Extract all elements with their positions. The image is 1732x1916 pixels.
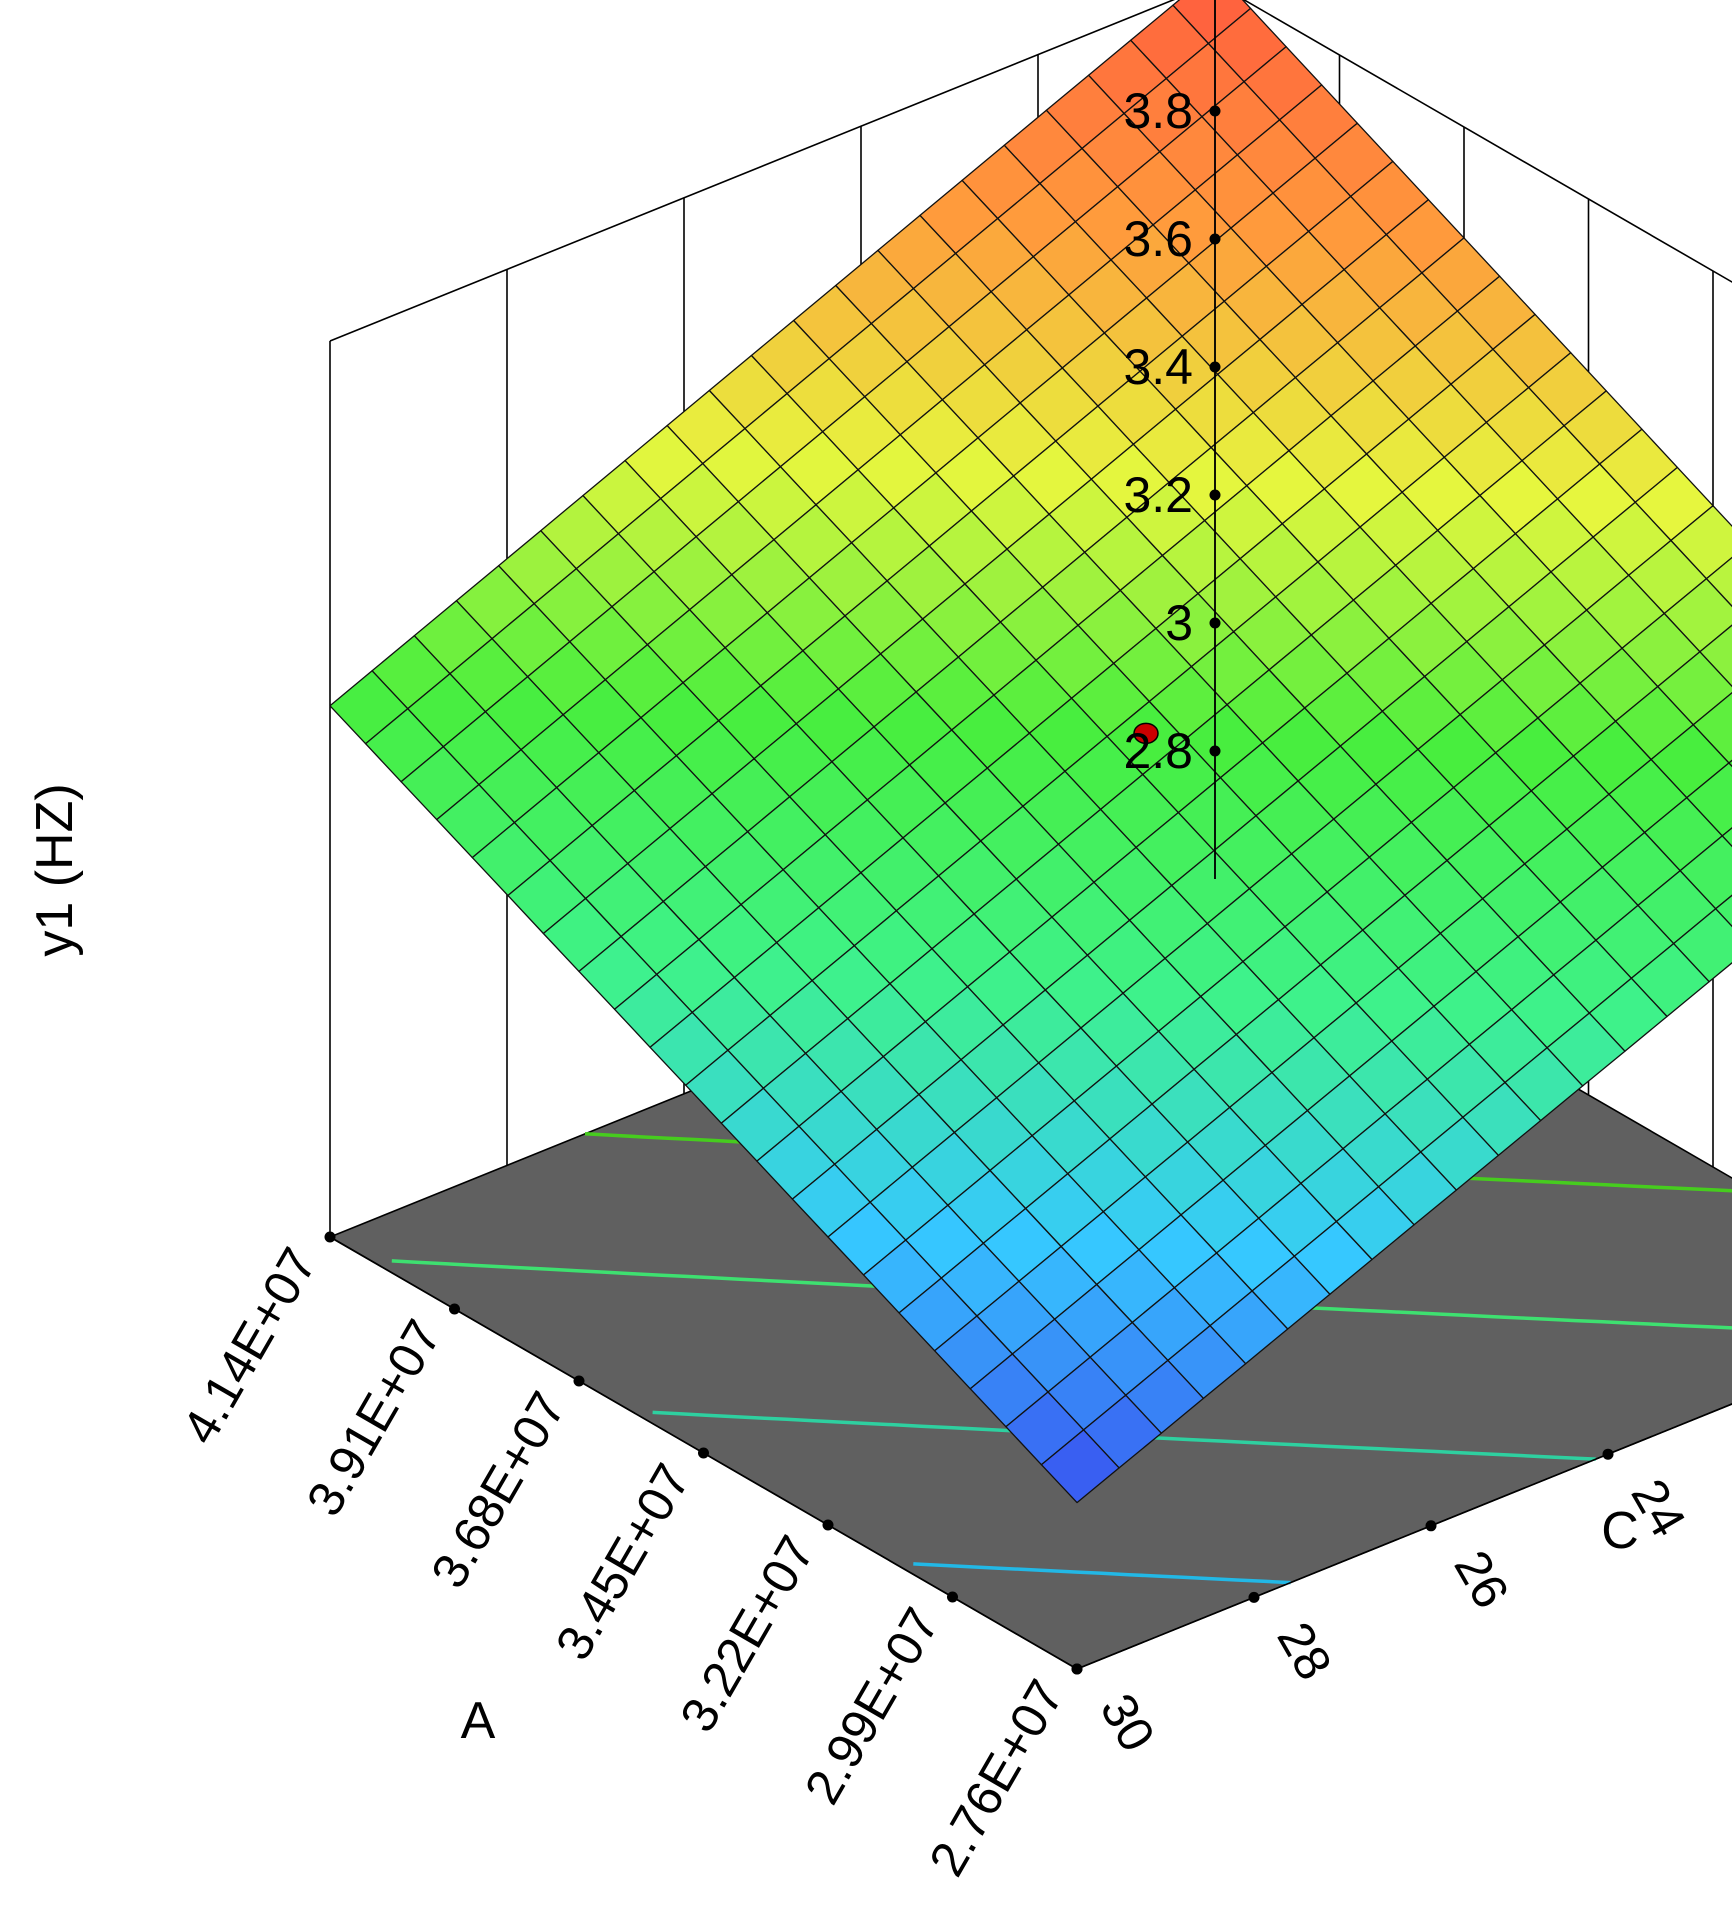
a-tick-mark bbox=[698, 1447, 709, 1459]
z-axis-label: y1 (HZ) bbox=[26, 783, 84, 956]
a-tick-label: 3.45E+07 bbox=[545, 1455, 701, 1670]
z-tick-label: 3.8 bbox=[1123, 83, 1193, 139]
a-tick-label: 3.68E+07 bbox=[420, 1383, 576, 1598]
back-wall-top-edge bbox=[329, 0, 1176, 342]
surface-cell bbox=[1721, 827, 1732, 848]
z-tick-mark bbox=[1209, 105, 1221, 117]
z-tick-mark bbox=[1209, 745, 1221, 757]
c-axis-label: C bbox=[1601, 1502, 1639, 1560]
surface-cell bbox=[1040, 1429, 1120, 1504]
a-tick-label: 2.76E+07 bbox=[918, 1671, 1074, 1886]
c-tick-label: 28 bbox=[1266, 1613, 1342, 1689]
c-tick-mark bbox=[1425, 1520, 1437, 1532]
response-surface bbox=[329, 0, 1732, 1504]
a-tick-label: 4.14E+07 bbox=[171, 1239, 327, 1454]
c-axis-line bbox=[1076, 1403, 1732, 1670]
design-point-marker bbox=[1133, 722, 1159, 745]
z-tick-mark bbox=[1209, 361, 1221, 373]
z-tick-mark bbox=[1209, 617, 1221, 629]
c-tick-mark bbox=[1248, 1591, 1260, 1603]
c-tick-mark bbox=[1602, 1448, 1614, 1460]
contour-line-3 bbox=[913, 1562, 1291, 1585]
z-tick-label: 3.4 bbox=[1123, 339, 1193, 395]
a-tick-label: 3.91E+07 bbox=[296, 1311, 452, 1526]
a-tick-label: 2.99E+07 bbox=[794, 1599, 950, 1814]
c-tick-mark bbox=[1071, 1663, 1083, 1675]
a-tick-mark bbox=[324, 1231, 336, 1243]
z-tick-mark bbox=[1209, 489, 1221, 501]
a-axis-label: A bbox=[461, 1692, 496, 1750]
a-tick-mark bbox=[947, 1591, 958, 1603]
z-tick-label: 3 bbox=[1165, 595, 1193, 651]
z-axis: 4 3.8 3.6 3.4 3.2 3 2.8 bbox=[1123, 0, 1221, 879]
a-tick-mark bbox=[822, 1519, 834, 1531]
z-tick-label: 2.8 bbox=[1123, 723, 1193, 779]
z-tick-mark bbox=[1209, 233, 1221, 245]
z-tick-label: 3.6 bbox=[1123, 211, 1193, 267]
a-tick-label: 3.22E+07 bbox=[669, 1527, 825, 1742]
z-tick-label: 4 bbox=[1165, 0, 1193, 11]
c-tick-label: 26 bbox=[1443, 1541, 1519, 1617]
a-tick-mark bbox=[449, 1303, 460, 1315]
z-tick-label: 3.2 bbox=[1123, 467, 1193, 523]
back-wall-top-edge bbox=[1242, 0, 1732, 283]
c-tick-label: 30 bbox=[1089, 1685, 1165, 1761]
surface-cell bbox=[1715, 894, 1732, 928]
a-tick-mark bbox=[573, 1375, 585, 1387]
